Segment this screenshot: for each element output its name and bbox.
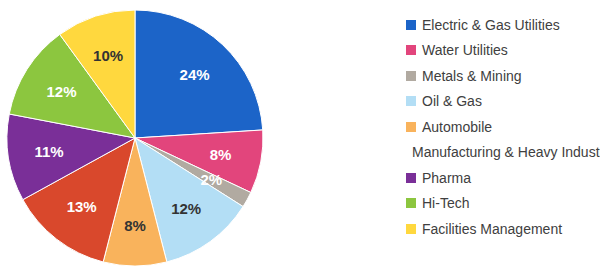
svg-text:2%: 2% — [200, 171, 222, 188]
svg-text:8%: 8% — [210, 146, 232, 163]
html-text:Water Utilities: Water Utilities — [422, 42, 508, 59]
svg-text:24%: 24% — [180, 66, 210, 83]
svg-text:12%: 12% — [46, 83, 76, 100]
html-text:Oil & Gas: Oil & Gas — [422, 93, 482, 110]
html-text:Pharma: Pharma — [422, 169, 471, 186]
svg-text:12%: 12% — [171, 200, 201, 217]
html-text:Electric & Gas Utilities: Electric & Gas Utilities — [422, 16, 560, 33]
html-text:Metals & Mining: Metals & Mining — [422, 67, 522, 84]
svg-text:8%: 8% — [124, 217, 146, 234]
html-text:Hi-Tech: Hi-Tech — [422, 195, 470, 212]
html-text:Automobile: Automobile — [422, 118, 492, 135]
html-text:Facilities Management: Facilities Management — [422, 220, 563, 237]
svg-text:13%: 13% — [67, 198, 97, 215]
svg-text:11%: 11% — [34, 143, 63, 160]
svg-text:10%: 10% — [93, 47, 123, 64]
